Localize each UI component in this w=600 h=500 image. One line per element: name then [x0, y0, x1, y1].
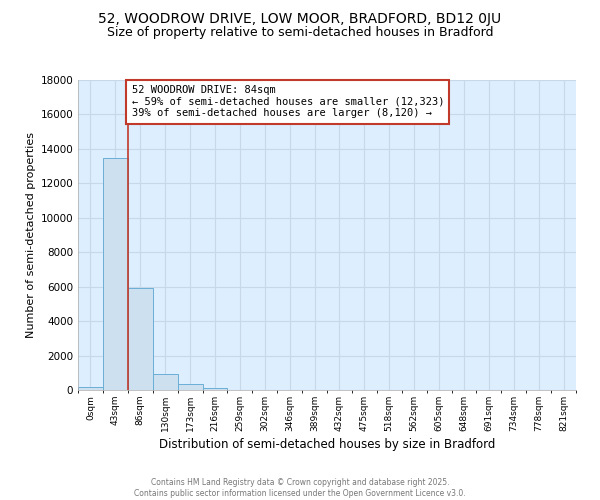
Text: 52, WOODROW DRIVE, LOW MOOR, BRADFORD, BD12 0JU: 52, WOODROW DRIVE, LOW MOOR, BRADFORD, B… — [98, 12, 502, 26]
Bar — [128, 288, 153, 390]
X-axis label: Distribution of semi-detached houses by size in Bradford: Distribution of semi-detached houses by … — [159, 438, 495, 451]
Text: Size of property relative to semi-detached houses in Bradford: Size of property relative to semi-detach… — [107, 26, 493, 39]
Bar — [152, 374, 178, 390]
Bar — [178, 384, 203, 390]
Bar — [203, 388, 227, 390]
Y-axis label: Number of semi-detached properties: Number of semi-detached properties — [26, 132, 36, 338]
Text: Contains HM Land Registry data © Crown copyright and database right 2025.
Contai: Contains HM Land Registry data © Crown c… — [134, 478, 466, 498]
Bar — [78, 386, 103, 390]
Text: 52 WOODROW DRIVE: 84sqm
← 59% of semi-detached houses are smaller (12,323)
39% o: 52 WOODROW DRIVE: 84sqm ← 59% of semi-de… — [131, 85, 444, 118]
Bar — [103, 158, 128, 390]
